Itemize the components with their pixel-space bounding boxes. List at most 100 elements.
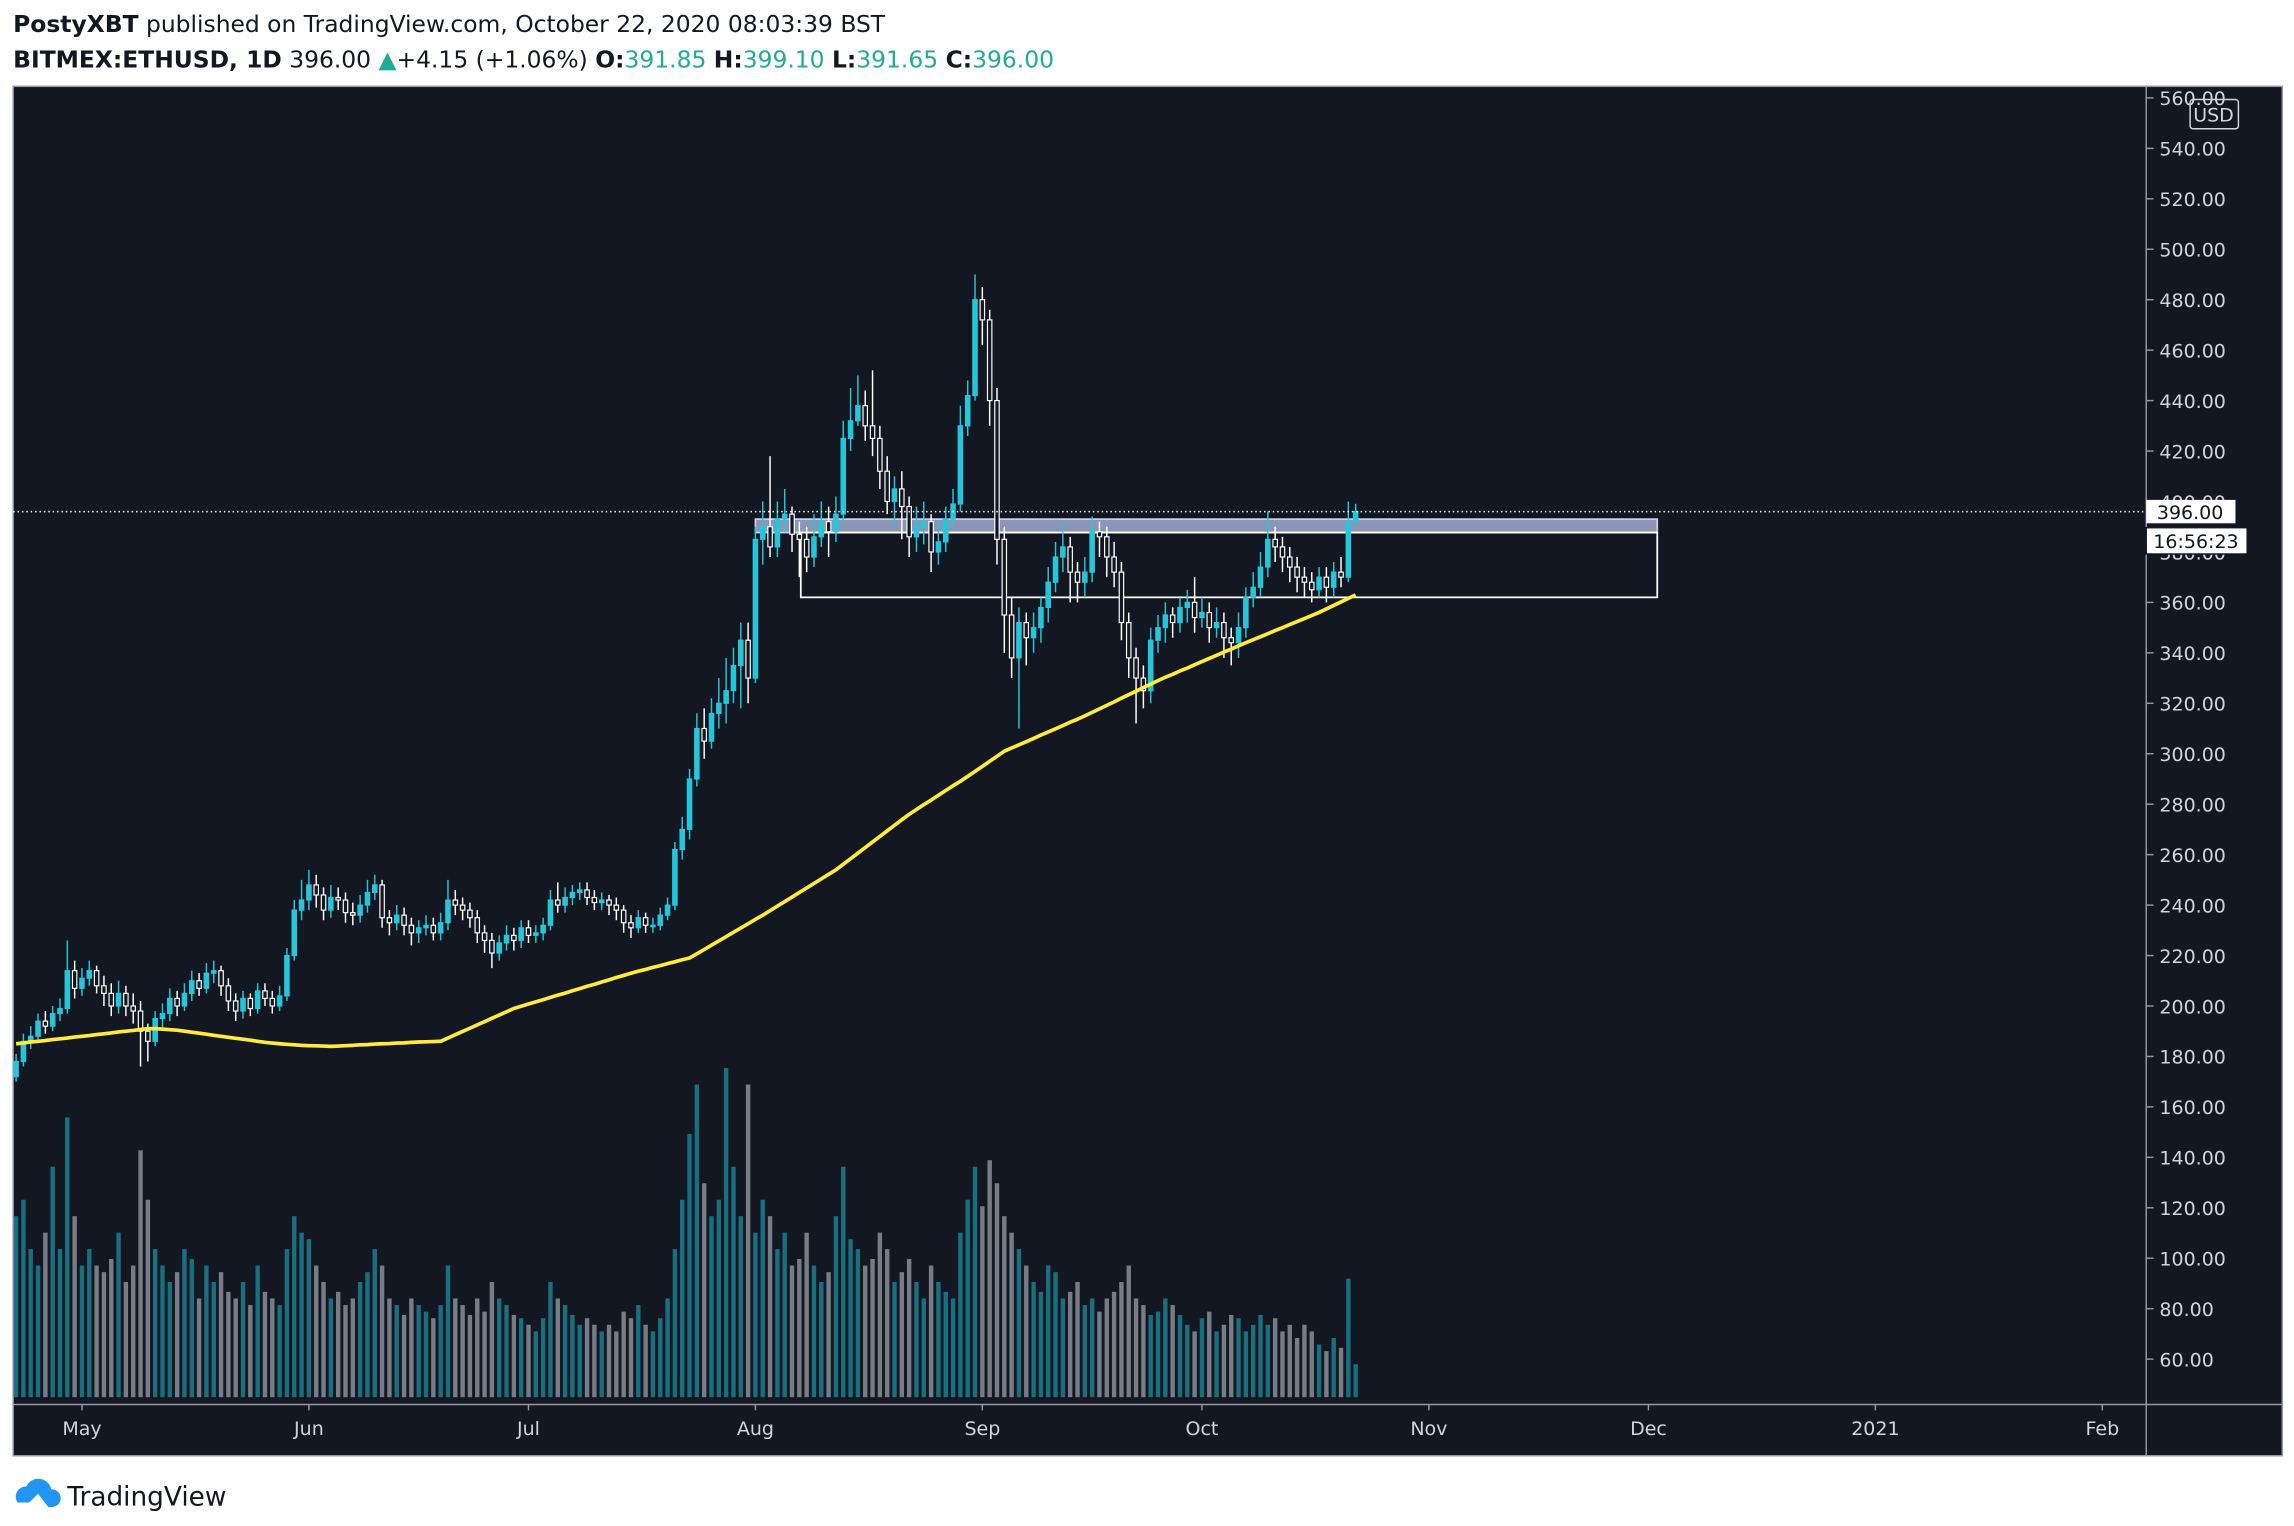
candle-body	[503, 934, 510, 944]
candle-body	[576, 889, 583, 894]
volume-bar	[321, 1282, 326, 1398]
candle-body	[159, 1012, 166, 1020]
volume-bar	[196, 1298, 202, 1398]
volume-bar	[1111, 1291, 1117, 1398]
candle-body	[298, 899, 305, 911]
volume-bar	[994, 1183, 1000, 1398]
volume-bar	[892, 1282, 897, 1398]
candle-body	[1023, 621, 1030, 639]
plot-layer	[13, 274, 2147, 1398]
candle-body	[188, 980, 195, 994]
candle-body	[1030, 627, 1037, 639]
y-tick-label: 80.00	[2159, 1299, 2213, 1321]
candle-body	[767, 526, 773, 548]
volume-bar	[497, 1298, 502, 1398]
y-tick-label: 280.00	[2159, 795, 2225, 817]
volume-bar	[504, 1305, 509, 1398]
candle-body	[942, 518, 949, 543]
volume-bar	[1214, 1331, 1219, 1398]
candle-body	[1016, 621, 1022, 659]
volume-bar	[775, 1249, 780, 1398]
y-tick-label: 320.00	[2159, 694, 2225, 716]
candle-body	[1308, 581, 1315, 591]
candle-body	[811, 536, 817, 558]
volume-bar	[343, 1305, 348, 1398]
candle-body	[1352, 511, 1359, 523]
ohlc-value: 396.00	[972, 45, 1054, 73]
candle-body	[1199, 611, 1205, 619]
candle-body	[620, 909, 627, 924]
volume-bar	[204, 1265, 209, 1398]
symbol-line: BITMEX:ETHUSD, 1D 396.00 ▲+4.15 (+1.06%)…	[13, 45, 1054, 73]
volume-bar	[1053, 1272, 1058, 1398]
candle-body	[708, 712, 715, 742]
volume-bar	[1177, 1314, 1183, 1398]
volume-bar	[884, 1249, 890, 1398]
volume-bar	[562, 1305, 568, 1398]
candle-body	[481, 932, 488, 941]
candle-body	[979, 299, 986, 321]
volume-bar	[804, 1232, 809, 1398]
ohlc-label: O:	[595, 45, 624, 73]
volume-bar	[1155, 1311, 1161, 1398]
candle-body	[745, 639, 751, 679]
y-tick-label: 60.00	[2159, 1349, 2213, 1371]
volume-bar	[123, 1282, 129, 1398]
volume-bar	[987, 1160, 992, 1398]
volume-bar	[43, 1232, 48, 1398]
volume-bar	[811, 1265, 817, 1398]
candle-body	[862, 405, 869, 427]
volume-bar	[826, 1272, 831, 1398]
candle-body	[562, 896, 568, 906]
candle-body	[511, 934, 517, 941]
x-tick-label: Oct	[1186, 1418, 1219, 1440]
y-tick-label: 220.00	[2159, 946, 2225, 968]
volume-bar	[789, 1265, 795, 1398]
candle-body	[891, 488, 898, 503]
candle-body	[1206, 611, 1213, 629]
volume-bar	[167, 1282, 173, 1398]
volume-bar	[218, 1272, 224, 1398]
candle-body	[1155, 627, 1161, 641]
candle-body	[1257, 566, 1264, 588]
candle-body	[364, 891, 371, 906]
candle-body	[225, 985, 232, 1002]
volume-bar	[416, 1305, 421, 1398]
candle-body	[320, 894, 327, 911]
volume-bar	[438, 1305, 443, 1398]
candle-body	[1111, 556, 1117, 573]
volume-bar	[841, 1166, 846, 1398]
candle-body	[218, 970, 224, 987]
candle-body	[79, 977, 85, 989]
volume-bar	[1016, 1249, 1022, 1398]
candle-body	[752, 538, 759, 679]
volume-bar	[614, 1331, 619, 1398]
volume-bar	[797, 1258, 802, 1398]
brand: TradingView	[66, 1483, 226, 1513]
volume-bar	[1243, 1331, 1249, 1398]
volume-bar	[211, 1282, 216, 1398]
volume-bar	[621, 1311, 626, 1398]
volume-bar	[379, 1265, 385, 1398]
candle-body	[415, 927, 422, 934]
countdown: 16:56:23	[2153, 531, 2238, 553]
candle-body	[379, 884, 385, 919]
candle-body	[1001, 538, 1008, 616]
candle-body	[130, 1005, 136, 1012]
candle-body	[540, 924, 546, 934]
candle-body	[1323, 576, 1330, 588]
candle-body	[781, 513, 788, 520]
x-tick-label: Nov	[1410, 1418, 1447, 1440]
candle-body	[167, 997, 173, 1015]
volume-bar	[526, 1324, 531, 1398]
volume-bar	[1265, 1324, 1271, 1398]
candle-body	[489, 939, 495, 954]
candle-body	[1125, 621, 1132, 659]
x-tick-label: 2021	[1851, 1418, 1899, 1440]
candle-body	[459, 904, 466, 911]
volume-bar	[1199, 1318, 1205, 1398]
author: PostyXBT	[13, 10, 138, 38]
volume-bar	[972, 1166, 978, 1398]
volume-bar	[1185, 1324, 1190, 1398]
ohlc-value: 399.10	[743, 45, 825, 73]
